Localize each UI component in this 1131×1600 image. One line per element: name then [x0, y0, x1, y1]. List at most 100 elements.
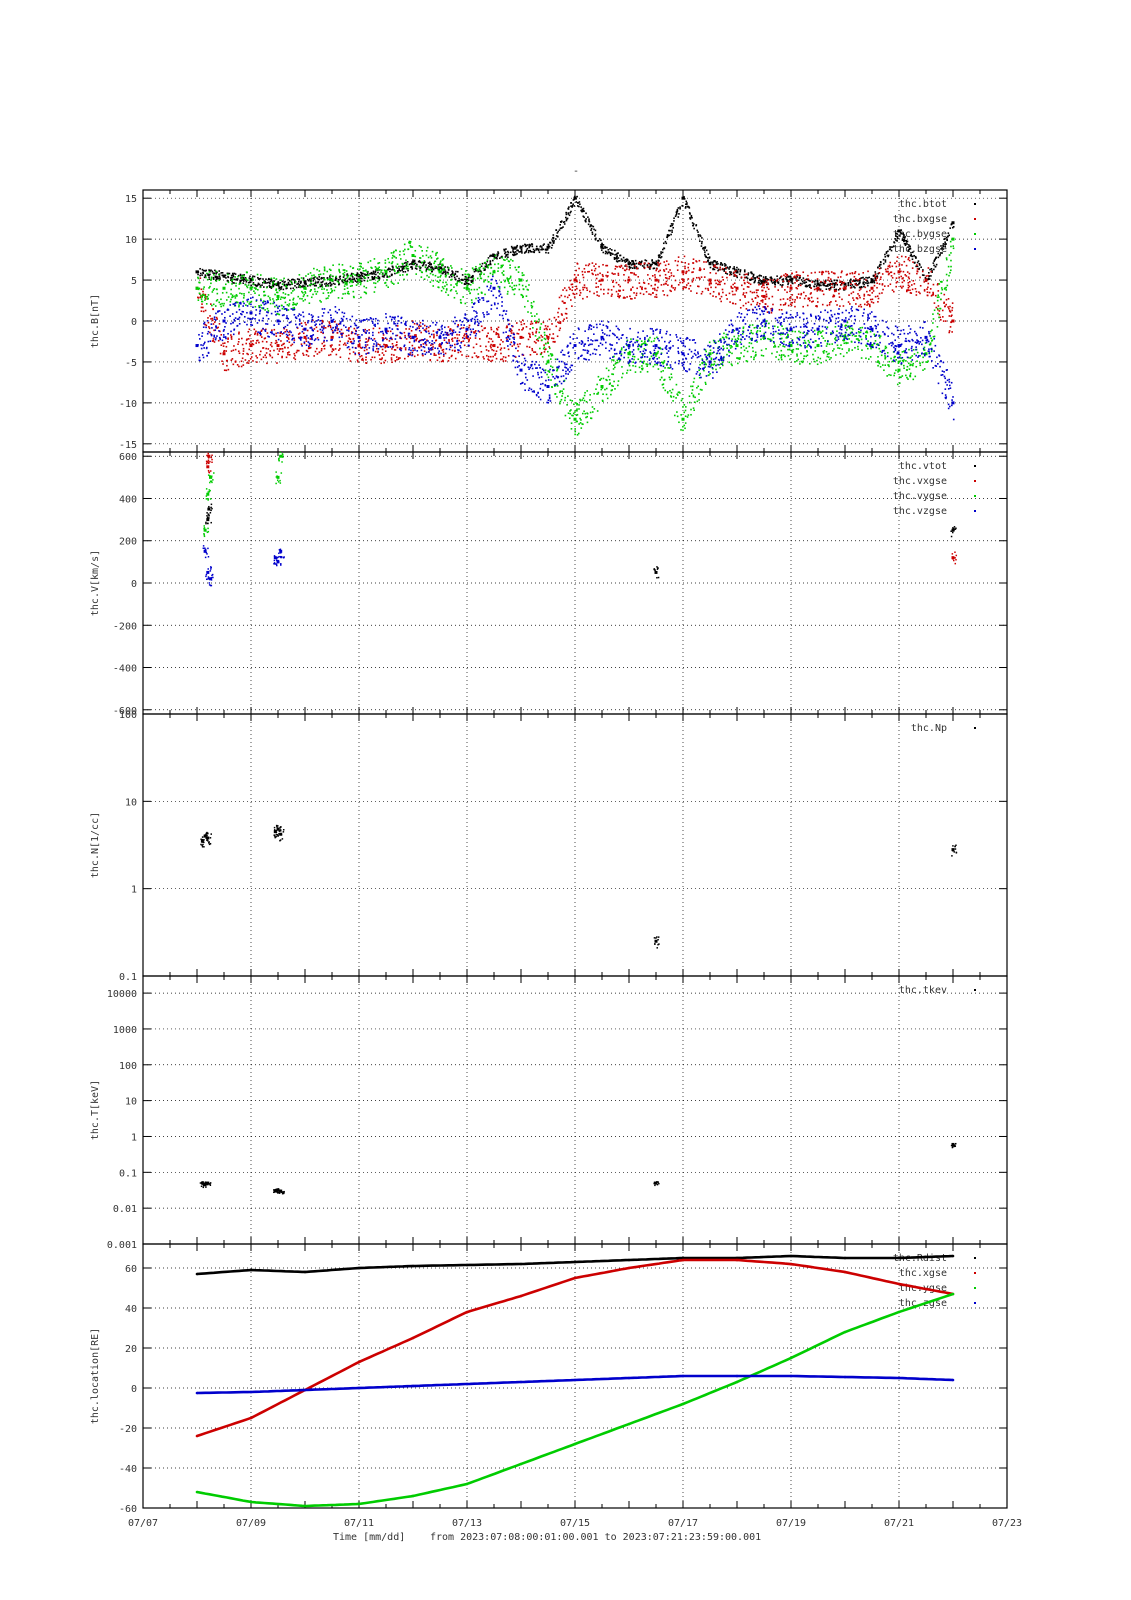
- data-layer: [195, 195, 955, 436]
- scatter-dot: [294, 285, 296, 287]
- scatter-dot: [315, 293, 318, 295]
- scatter-dot: [567, 412, 570, 415]
- scatter-dot: [278, 289, 281, 292]
- scatter-dot: [806, 354, 809, 357]
- scatter-dot: [777, 289, 780, 291]
- scatter-dot: [233, 282, 235, 284]
- scatter-dot: [599, 280, 601, 282]
- scatter-dot: [350, 340, 353, 343]
- data-point: [627, 278, 631, 282]
- scatter-dot: [574, 411, 576, 413]
- scatter-dot: [784, 302, 787, 304]
- scatter-dot: [937, 256, 940, 259]
- scatter-dot: [746, 277, 749, 280]
- scatter-dot: [588, 220, 590, 222]
- scatter-dot: [791, 298, 794, 301]
- scatter-dot: [248, 291, 250, 294]
- scatter-dot: [250, 356, 253, 358]
- scatter-dot: [473, 288, 476, 291]
- scatter-dot: [231, 280, 233, 283]
- scatter-dot: [526, 345, 528, 348]
- scatter-dot: [623, 273, 625, 276]
- scatter-dot: [602, 247, 605, 250]
- scatter-dot: [863, 303, 866, 306]
- scatter-dot: [582, 215, 585, 218]
- scatter-dot: [559, 390, 562, 392]
- scatter-dot: [405, 328, 407, 330]
- scatter-dot: [499, 348, 502, 351]
- scatter-dot: [606, 264, 609, 267]
- scatter-dot: [650, 355, 653, 358]
- scatter-dot: [261, 307, 263, 309]
- scatter-dot: [550, 355, 553, 357]
- scatter-dot: [323, 268, 326, 270]
- scatter-dot: [516, 244, 519, 247]
- scatter-dot: [605, 367, 608, 370]
- scatter-dot: [242, 353, 244, 355]
- scatter-dot: [747, 301, 750, 304]
- scatter-dot: [901, 287, 903, 289]
- scatter-dot: [616, 255, 618, 257]
- scatter-dot: [927, 282, 930, 285]
- data-point: [438, 344, 442, 348]
- scatter-dot: [619, 359, 621, 362]
- scatter-dot: [937, 283, 939, 285]
- scatter-dot: [794, 276, 796, 279]
- scatter-dot: [904, 274, 907, 276]
- scatter-dot: [414, 255, 417, 258]
- scatter-dot: [235, 282, 237, 285]
- scatter-dot: [635, 294, 638, 297]
- scatter-dot: [221, 271, 224, 274]
- scatter-dot: [375, 267, 378, 270]
- scatter-dot: [882, 288, 884, 291]
- scatter-dot: [681, 278, 683, 280]
- scatter-dot: [719, 268, 721, 271]
- scatter-dot: [509, 251, 512, 254]
- scatter-dot: [901, 264, 903, 266]
- scatter-dot: [624, 297, 626, 299]
- scatter-dot: [655, 260, 658, 263]
- scatter-dot: [278, 313, 281, 316]
- scatter-dot: [212, 308, 214, 310]
- scatter-dot: [665, 242, 668, 245]
- scatter-dot: [252, 279, 254, 281]
- scatter-dot: [692, 267, 695, 270]
- scatter-dot: [474, 268, 476, 271]
- scatter-dot: [299, 297, 301, 300]
- scatter-dot: [537, 339, 540, 342]
- scatter-dot: [773, 280, 776, 283]
- scatter-dot: [950, 321, 952, 323]
- scatter-dot: [513, 246, 516, 249]
- scatter-dot: [265, 278, 267, 281]
- scatter-dot: [540, 323, 543, 325]
- scatter-dot: [352, 290, 355, 293]
- scatter-dot: [744, 273, 747, 276]
- scatter-dot: [666, 277, 668, 280]
- scatter-dot: [801, 361, 804, 364]
- scatter-dot: [782, 354, 785, 356]
- data-point: [600, 245, 604, 249]
- scatter-dot: [665, 260, 668, 262]
- scatter-dot: [863, 297, 865, 300]
- scatter-dot: [889, 248, 892, 250]
- scatter-dot: [678, 421, 680, 424]
- data-point: [600, 385, 604, 388]
- scatter-dot: [849, 281, 852, 284]
- scatter-dot: [775, 280, 778, 282]
- scatter-dot: [277, 298, 280, 301]
- data-point: [654, 262, 658, 266]
- scatter-dot: [451, 338, 453, 341]
- scatter-dot: [634, 297, 636, 299]
- scatter-dot: [745, 347, 748, 349]
- scatter-dot: [302, 352, 304, 355]
- scatter-dot: [263, 286, 265, 288]
- scatter-dot: [689, 217, 691, 219]
- scatter-dot: [843, 289, 846, 291]
- scatter-dot: [427, 330, 430, 332]
- scatter-dot: [257, 282, 260, 285]
- scatter-dot: [794, 360, 796, 363]
- scatter-dot: [476, 268, 478, 271]
- scatter-dot: [690, 214, 693, 217]
- scatter-dot: [900, 255, 903, 258]
- scatter-dot: [578, 408, 580, 410]
